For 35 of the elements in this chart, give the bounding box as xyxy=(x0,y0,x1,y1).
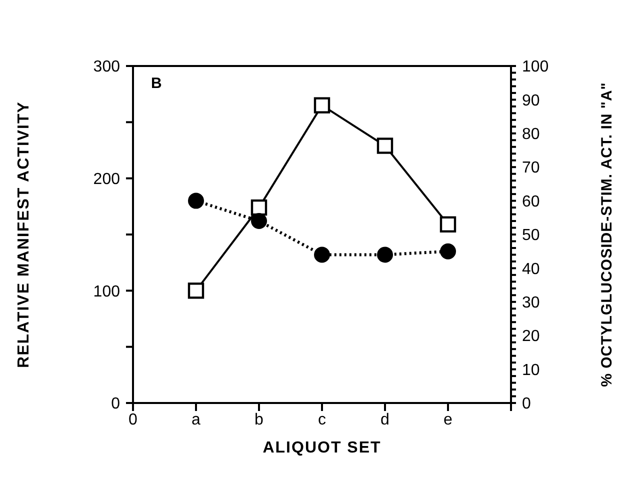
point xyxy=(377,246,393,263)
y-tick-label: 0 xyxy=(111,396,120,413)
y-tick-label: 200 xyxy=(93,170,120,188)
point xyxy=(314,97,330,114)
x-tick-label: c xyxy=(318,411,326,428)
y-axis-title: RELATIVE MANIFEST ACTIVITY xyxy=(16,101,33,368)
y2-tick-label: 50 xyxy=(522,227,540,244)
point xyxy=(251,213,267,230)
x-tick-label: e xyxy=(444,411,453,428)
point xyxy=(376,138,394,154)
point xyxy=(188,192,204,209)
point xyxy=(188,282,204,299)
point xyxy=(314,246,330,263)
y2-tick-label: 90 xyxy=(522,92,540,110)
point xyxy=(250,199,268,216)
y2-tick-label: 30 xyxy=(522,294,540,312)
y2-tick-label: 0 xyxy=(522,396,531,413)
x-tick-label: a xyxy=(192,411,201,428)
x-tick-label: b xyxy=(254,411,264,428)
y-tick-label: 300 xyxy=(93,58,120,76)
y2-tick-label: 100 xyxy=(522,58,549,76)
y2-axis-title: % OCTYLGLUCOSIDE-STIM. ACT. IN "A" xyxy=(598,82,616,387)
y2-tick-label: 70 xyxy=(522,160,540,177)
x-tick-label: d xyxy=(380,411,390,428)
y2-tick-label: 60 xyxy=(522,193,540,210)
point xyxy=(440,216,456,232)
point xyxy=(440,243,456,260)
y-tick-label: 100 xyxy=(93,283,120,300)
y2-tick-label: 10 xyxy=(522,362,540,379)
y2-tick-label: 40 xyxy=(522,260,540,278)
y2-tick-label: 20 xyxy=(522,328,540,346)
x-axis-title: ALIQUOT SET xyxy=(262,439,382,456)
annotation: B xyxy=(151,75,162,92)
y2-tick-label: 80 xyxy=(522,126,540,143)
x-tick-label: 0 xyxy=(128,411,138,428)
